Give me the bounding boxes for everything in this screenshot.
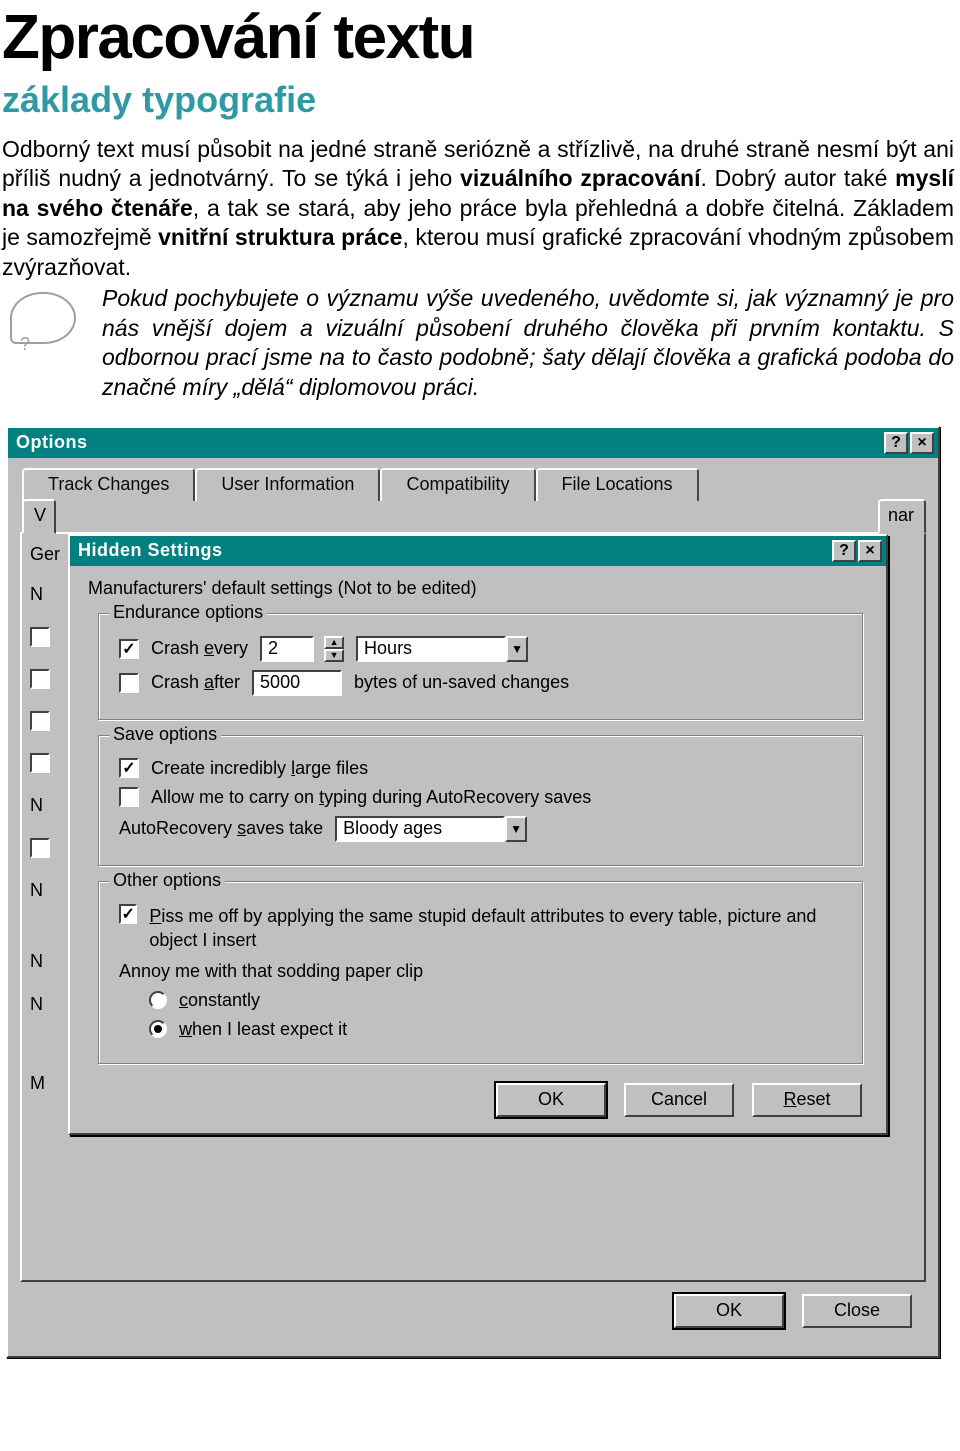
hidden-settings-help-button[interactable]: ? — [832, 540, 856, 562]
group-save: Save options ✓ Create incredibly large f… — [98, 735, 864, 867]
hidden-settings-window: Hidden Settings ? × Manufacturers' defau… — [68, 534, 888, 1135]
stub-checkbox[interactable] — [30, 627, 50, 647]
outer-close-button[interactable]: Close — [802, 1294, 912, 1328]
options-tab-panel: Ger N N N N N M — [20, 532, 926, 1282]
crash-after-suffix: bytes of un-saved changes — [354, 672, 569, 693]
crash-every-spinner[interactable]: ▲ ▼ — [324, 636, 344, 662]
tab-compatibility[interactable]: Compatibility — [380, 468, 535, 501]
left-stub-m: M — [30, 1073, 50, 1094]
instructions-label: Manufacturers' default settings (Not to … — [88, 578, 868, 599]
stub-checkbox[interactable] — [30, 669, 50, 689]
stub-checkbox[interactable] — [30, 753, 50, 773]
options-window: Options ? × Track Changes User Informati… — [6, 426, 940, 1358]
tab-user-information[interactable]: User Information — [195, 468, 380, 501]
options-close-button[interactable]: × — [910, 432, 934, 454]
outer-ok-button[interactable]: OK — [674, 1294, 784, 1328]
page-subtitle: základy typografie — [2, 79, 954, 121]
radio-least-expect[interactable] — [149, 1020, 167, 1038]
panel-label-stub: Ger — [30, 544, 60, 565]
stub-checkbox[interactable] — [30, 711, 50, 731]
crash-after-input[interactable]: 5000 — [252, 670, 342, 696]
crash-every-label: Crash every — [151, 638, 248, 659]
tab-file-locations[interactable]: File Locations — [536, 468, 699, 501]
inner-cancel-button[interactable]: Cancel — [624, 1083, 734, 1117]
piss-label: Piss me off by applying the same stupid … — [149, 904, 849, 953]
autorec-label: AutoRecovery saves take — [119, 818, 323, 839]
crash-every-input[interactable]: 2 — [260, 636, 314, 662]
crash-every-checkbox[interactable]: ✓ — [119, 639, 139, 659]
group-other: Other options ✓ Piss me off by applying … — [98, 881, 864, 1065]
radio-least-label: when I least expect it — [179, 1019, 347, 1040]
crash-every-unit-combo[interactable]: Hours ▼ — [356, 636, 528, 662]
typing-label: Allow me to carry on typing during AutoR… — [151, 787, 591, 808]
crash-after-label: Crash after — [151, 672, 240, 693]
group-other-legend: Other options — [109, 870, 225, 891]
tab-front-right-stub[interactable]: nar — [878, 499, 926, 534]
options-title: Options — [16, 432, 882, 453]
autorec-value: Bloody ages — [335, 816, 505, 842]
stub-checkbox[interactable] — [30, 838, 50, 858]
hidden-settings-close-button[interactable]: × — [858, 540, 882, 562]
annoy-label: Annoy me with that sodding paper clip — [119, 961, 423, 982]
tab-front-left-stub[interactable]: V — [22, 499, 56, 534]
large-files-checkbox[interactable]: ✓ — [119, 758, 139, 778]
hidden-settings-title: Hidden Settings — [78, 540, 830, 561]
page-title: Zpracování textu — [2, 2, 954, 73]
inner-ok-button[interactable]: OK — [496, 1083, 606, 1117]
autorec-combo[interactable]: Bloody ages ▼ — [335, 816, 527, 842]
crash-after-checkbox[interactable] — [119, 673, 139, 693]
tab-row-back: Track Changes User Information Compatibi… — [20, 468, 926, 501]
outer-button-row: OK Close — [20, 1282, 926, 1342]
left-stub-controls: N N N N N M — [30, 584, 50, 1094]
hidden-settings-titlebar: Hidden Settings ? × — [70, 536, 886, 566]
dropdown-icon[interactable]: ▼ — [505, 816, 527, 842]
radio-constantly-label: constantly — [179, 990, 260, 1011]
tab-row-front: V nar — [20, 499, 926, 534]
spin-up-icon[interactable]: ▲ — [324, 636, 344, 649]
radio-constantly[interactable] — [149, 991, 167, 1009]
typing-checkbox[interactable] — [119, 787, 139, 807]
group-endurance: Endurance options ✓ Crash every 2 ▲ ▼ — [98, 613, 864, 721]
spin-down-icon[interactable]: ▼ — [324, 649, 344, 662]
intro-paragraph: Odborný text musí působit na jedné stran… — [2, 135, 954, 282]
inner-reset-button[interactable]: Reset — [752, 1083, 862, 1117]
large-files-label: Create incredibly large files — [151, 758, 368, 779]
group-save-legend: Save options — [109, 724, 221, 745]
crash-every-unit-value: Hours — [356, 636, 506, 662]
options-help-button[interactable]: ? — [884, 432, 908, 454]
note-icon: ? — [2, 286, 88, 372]
tab-track-changes[interactable]: Track Changes — [22, 468, 195, 501]
piss-checkbox[interactable]: ✓ — [119, 904, 137, 924]
inner-button-row: OK Cancel Reset — [88, 1073, 868, 1117]
dropdown-icon[interactable]: ▼ — [506, 636, 528, 662]
group-endurance-legend: Endurance options — [109, 602, 267, 623]
options-titlebar: Options ? × — [8, 428, 938, 458]
note-paragraph: Pokud pochybujete o významu výše uvedené… — [2, 284, 954, 402]
